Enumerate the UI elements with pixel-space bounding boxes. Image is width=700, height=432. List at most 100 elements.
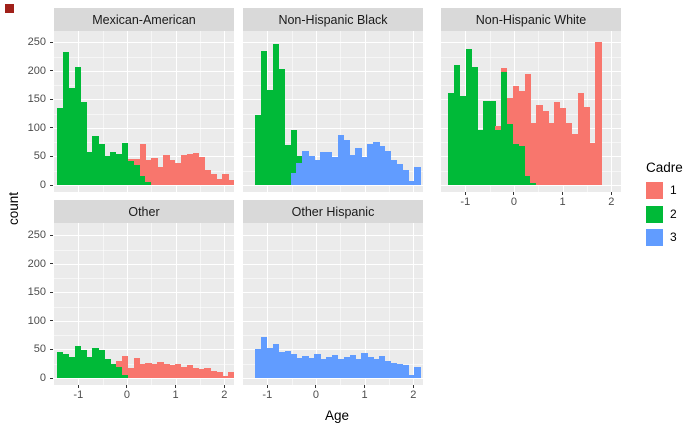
gridline-x-major — [175, 223, 177, 385]
gridline-y-major — [54, 378, 234, 379]
x-axis-tick — [412, 385, 414, 388]
histogram-bar-segment — [139, 143, 146, 177]
histogram-bar-segment — [408, 374, 415, 378]
y-axis-tick — [50, 41, 53, 43]
gridline-x-major — [315, 223, 317, 385]
histogram-bar-segment — [157, 167, 164, 185]
x-axis-tick-label: 2 — [410, 389, 417, 401]
gridline-y-major — [243, 349, 423, 351]
histogram-bar-segment — [145, 182, 152, 185]
histogram-bar-segment — [337, 359, 345, 378]
gridline-y-minor — [54, 56, 234, 58]
y-axis-tick — [50, 377, 53, 379]
histogram-bar-segment — [266, 90, 274, 185]
histogram-bar-segment — [272, 44, 280, 185]
gridline-y-major — [243, 99, 423, 101]
facet-panel — [441, 31, 621, 192]
gridline-x-minor — [340, 223, 342, 385]
gridline-y-minor — [243, 278, 423, 280]
histogram-bar-segment — [228, 180, 234, 185]
histogram-bar-segment — [320, 151, 327, 185]
gridline-y-minor — [54, 278, 234, 280]
histogram-bar-segment — [530, 122, 537, 184]
facet-panel — [54, 31, 234, 192]
histogram-bar-segment — [343, 357, 351, 378]
y-axis-tick — [50, 320, 53, 322]
gridline-y-minor — [54, 142, 234, 144]
histogram-bar-segment — [110, 364, 117, 378]
histogram-bar-segment — [314, 354, 321, 378]
gridline-y-major — [243, 235, 423, 237]
histogram-bar-segment — [408, 181, 415, 185]
histogram-bar-segment — [379, 146, 386, 185]
gridline-y-major — [54, 70, 234, 72]
histogram-bar-segment — [373, 359, 380, 378]
facet-strip: Non-Hispanic White — [441, 8, 621, 31]
gridline-x-major — [364, 223, 366, 385]
gridline-y-major — [441, 185, 621, 186]
gridline-y-minor — [243, 85, 423, 87]
x-axis-tick-label: -1 — [460, 196, 471, 208]
histogram-bar-segment — [98, 144, 105, 185]
histogram-bar-segment — [121, 375, 129, 378]
facet-panel — [54, 223, 234, 385]
histogram-bar-segment — [169, 365, 176, 378]
gridline-y-major — [54, 320, 234, 322]
facet-strip: Other Hispanic — [243, 200, 423, 223]
legend-key-label: 2 — [670, 206, 677, 221]
histogram-bar-segment — [115, 366, 123, 378]
histogram-bar-segment — [157, 362, 164, 378]
y-axis-tick-label: 0 — [39, 372, 46, 384]
histogram-bar-segment — [151, 363, 158, 378]
gridline-x-major — [364, 31, 366, 192]
histogram-bar-segment — [228, 372, 234, 378]
histogram-bar-segment — [92, 348, 99, 378]
gridline-x-major — [413, 31, 415, 192]
x-axis-tick-label: -1 — [262, 389, 273, 401]
histogram-bar-segment — [198, 157, 205, 185]
facet-panel — [243, 31, 423, 192]
histogram-bar-segment — [133, 358, 140, 378]
gridline-y-major — [243, 156, 423, 158]
histogram-bar-segment — [548, 122, 555, 185]
histogram-bar-segment — [74, 66, 81, 185]
histogram-bar-segment — [595, 42, 602, 185]
histogram-bar-segment — [110, 152, 117, 185]
facet-strip-label: Non-Hispanic Black — [278, 12, 388, 27]
histogram-bar-segment — [337, 134, 345, 185]
histogram-bar-segment — [343, 139, 351, 185]
gridline-y-minor — [54, 85, 234, 87]
facet-strip-label: Mexican-American — [92, 12, 196, 27]
histogram-bar-segment — [530, 183, 537, 185]
y-axis-tick-label: 100 — [27, 314, 46, 327]
histogram-bar-segment — [518, 146, 525, 185]
x-axis-tick — [223, 385, 225, 388]
histogram-bar-segment — [192, 367, 199, 378]
gridline-y-major — [243, 70, 423, 72]
histogram-bar-segment — [127, 367, 135, 378]
histogram-bar-segment — [204, 367, 211, 378]
y-axis-tick-label: 100 — [27, 121, 46, 134]
histogram-bar-segment — [115, 154, 123, 185]
histogram-bar-segment — [349, 355, 356, 378]
gridline-x-minor — [388, 31, 390, 192]
facet-strip-label: Other Hispanic — [291, 204, 375, 219]
histogram-bar-segment — [565, 122, 573, 185]
histogram-bar-segment — [278, 352, 286, 378]
histogram-bar-segment — [180, 154, 188, 185]
gridline-x-major — [175, 31, 177, 192]
histogram-bar-segment — [216, 178, 223, 185]
gridline-y-minor — [54, 113, 234, 115]
gridline-x-major — [78, 223, 80, 385]
histogram-bar-segment — [86, 357, 93, 378]
histogram-bar-segment — [542, 110, 549, 185]
gridline-y-major — [54, 127, 234, 129]
histogram-bar-segment — [216, 372, 223, 378]
x-axis-tick-label: 0 — [510, 196, 518, 208]
gridline-x-major — [611, 31, 613, 192]
x-axis-tick — [610, 192, 612, 195]
histogram-bar-segment — [198, 369, 205, 378]
histogram-bar-segment — [127, 161, 135, 185]
gridline-y-major — [54, 185, 234, 186]
gridline-x-major — [267, 223, 269, 385]
